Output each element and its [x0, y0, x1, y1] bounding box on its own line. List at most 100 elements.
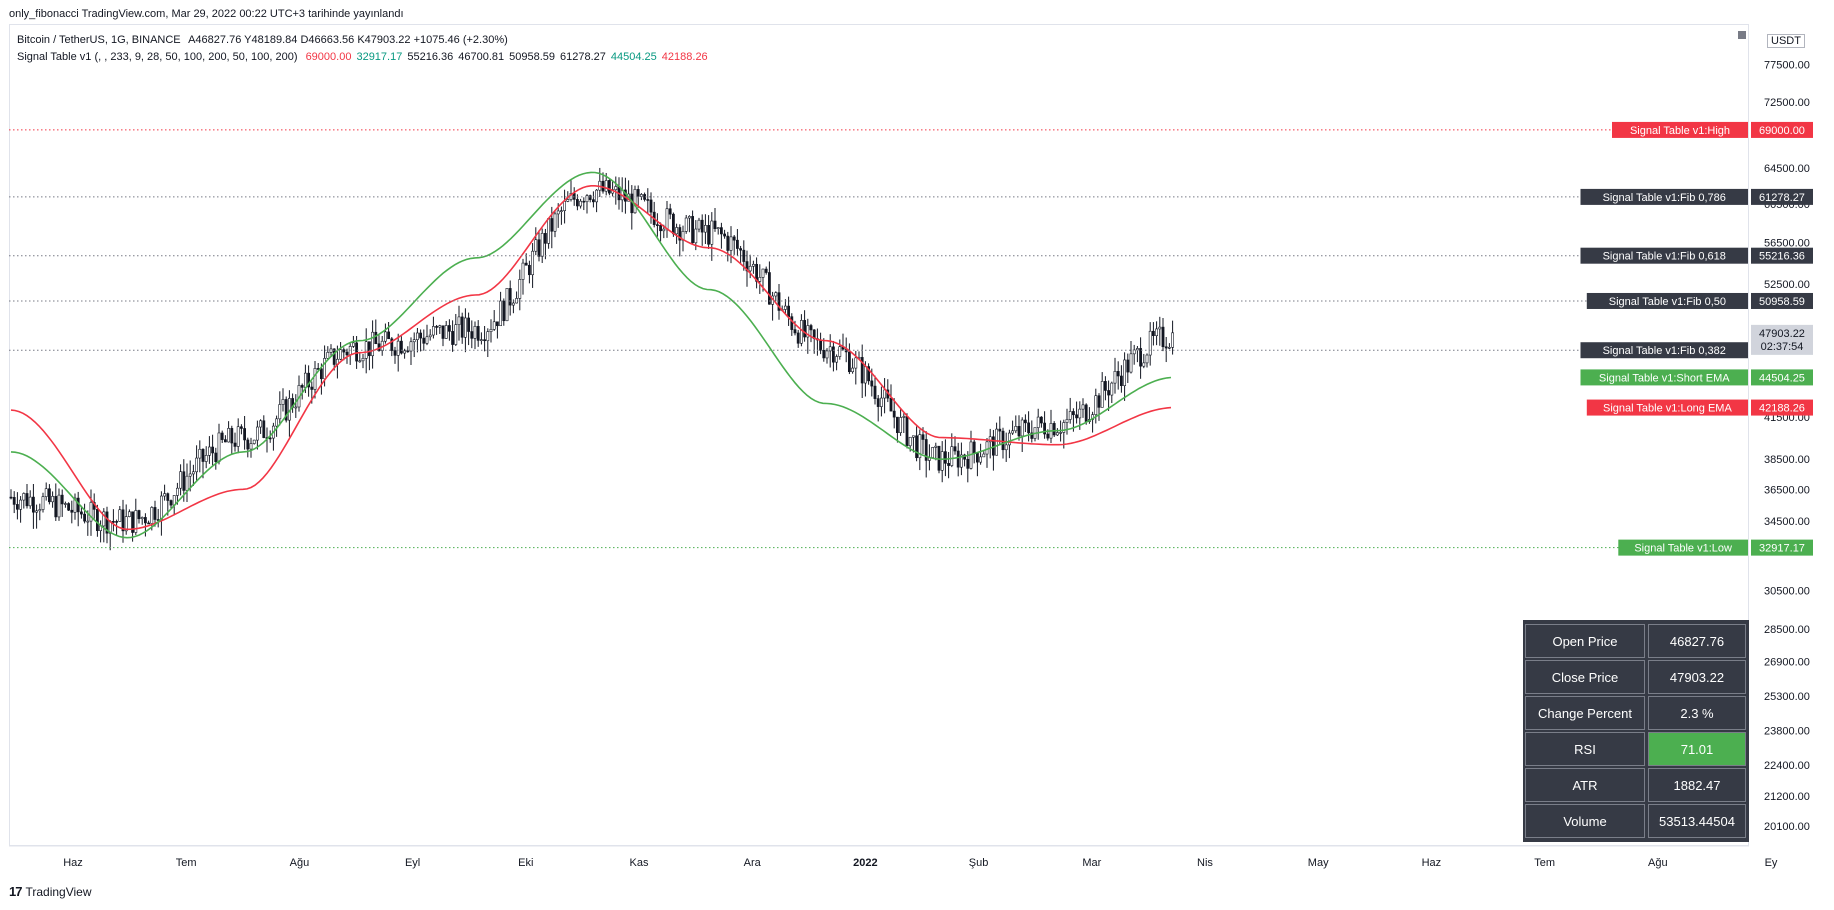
- candle-body: [947, 463, 951, 466]
- candle-body: [124, 516, 128, 532]
- candle-body: [665, 208, 669, 230]
- short-ema-line: [10, 171, 1172, 539]
- candle-body: [412, 339, 416, 343]
- signal-table-value: 1882.47: [1648, 768, 1746, 802]
- candle-body: [860, 357, 864, 384]
- candle-body: [483, 339, 487, 342]
- candle-body: [659, 224, 663, 232]
- candle-body: [44, 488, 48, 497]
- time-tick-label: 2022: [853, 857, 877, 869]
- candle-body: [1158, 326, 1162, 330]
- level-name-tag: [1580, 342, 1748, 359]
- level-value-label: 61278.27: [1759, 192, 1805, 204]
- candle-body: [1161, 326, 1165, 348]
- indicator-name[interactable]: Signal Table v1 (, , 233, 9, 28, 50, 100…: [17, 51, 298, 63]
- candle-body: [649, 199, 653, 213]
- candle-body: [761, 268, 765, 278]
- candle-body: [1059, 432, 1063, 434]
- level-name-label: Signal Table v1:Fib 0,618: [1603, 251, 1726, 263]
- candle-body: [540, 233, 544, 257]
- candle-body: [710, 220, 714, 245]
- candle-body: [559, 210, 563, 212]
- candle-body: [73, 497, 77, 513]
- symbol-name[interactable]: Bitcoin / TetherUS, 1G, BINANCE: [17, 34, 181, 46]
- indicator-value: 46700.81: [458, 51, 505, 63]
- candle-body: [140, 517, 144, 520]
- candle-body: [783, 305, 787, 310]
- candle-body: [86, 520, 90, 523]
- level-name-tag: [1580, 188, 1748, 205]
- candle-body: [716, 227, 720, 229]
- indicator-value: 32917.17: [356, 51, 403, 63]
- level-value-label: 69000.00: [1759, 125, 1805, 137]
- settings-square-icon[interactable]: [1738, 31, 1746, 39]
- indicator-value: 44504.25: [610, 51, 657, 63]
- candle-body: [60, 494, 64, 505]
- candle-body: [217, 432, 221, 463]
- signal-table-label: RSI: [1525, 732, 1645, 766]
- candle-body: [1001, 430, 1005, 451]
- candle-body: [774, 292, 778, 297]
- signal-table-label: Open Price: [1525, 624, 1645, 658]
- candle-body: [89, 502, 93, 522]
- signal-table-label: Volume: [1525, 804, 1645, 838]
- level-value-tag: [1751, 247, 1813, 264]
- candle-body: [777, 292, 781, 311]
- candle-body: [876, 398, 880, 407]
- candle-body: [1007, 432, 1011, 446]
- candle-body: [393, 350, 397, 356]
- candle-body: [828, 346, 832, 352]
- candle-body: [281, 399, 285, 405]
- candle-body: [147, 522, 151, 525]
- candle-body: [505, 288, 509, 322]
- candle-body: [227, 428, 231, 443]
- candle-body: [883, 389, 887, 399]
- candle-body: [259, 420, 263, 428]
- candle-body: [687, 216, 691, 219]
- candle-body: [1129, 353, 1133, 373]
- candle-body: [150, 507, 154, 524]
- candle-body: [428, 334, 432, 338]
- candle-body: [572, 193, 576, 200]
- candle-body: [310, 386, 314, 390]
- candle-body: [463, 317, 467, 338]
- candle-body: [851, 367, 855, 373]
- candle-body: [972, 441, 976, 454]
- candle-body: [537, 239, 541, 257]
- candle-body: [35, 510, 39, 513]
- price-tick-label: 36500.00: [1764, 484, 1810, 496]
- candle-body: [1014, 426, 1018, 432]
- candle-body: [879, 397, 883, 407]
- candle-body: [201, 448, 205, 462]
- candle-body: [873, 385, 877, 399]
- candle-body: [1011, 430, 1015, 434]
- candle-body: [1155, 328, 1159, 337]
- candle-body: [831, 346, 835, 363]
- candle-body: [470, 331, 474, 339]
- candle-body: [444, 325, 448, 339]
- candle-body: [707, 225, 711, 245]
- candle-body: [1126, 359, 1130, 373]
- indicator-legend[interactable]: Signal Table v1 (, , 233, 9, 28, 50, 100…: [17, 51, 713, 63]
- candle-body: [80, 511, 83, 515]
- candle-body: [441, 325, 445, 339]
- candle-body: [1116, 371, 1120, 377]
- candle-body: [588, 195, 592, 200]
- candle-body: [662, 228, 666, 232]
- level-name-label: Signal Table v1:Long EMA: [1603, 403, 1732, 415]
- currency-label[interactable]: USDT: [1767, 34, 1805, 48]
- price-tick-label: 77500.00: [1764, 59, 1810, 71]
- signal-table-row: Open Price 46827.76: [1525, 624, 1747, 658]
- candle-body: [38, 509, 42, 512]
- candle-body: [54, 496, 58, 518]
- footer[interactable]: 17 TradingView: [9, 884, 92, 899]
- candle-body: [1123, 359, 1127, 386]
- candle-body: [473, 326, 477, 339]
- long-ema-line: [10, 185, 1172, 531]
- candle-body: [409, 341, 413, 352]
- candle-body: [867, 366, 871, 382]
- candle-body: [419, 332, 423, 339]
- symbol-legend[interactable]: Bitcoin / TetherUS, 1G, BINANCE A46827.7…: [17, 34, 513, 46]
- candle-body: [406, 350, 410, 353]
